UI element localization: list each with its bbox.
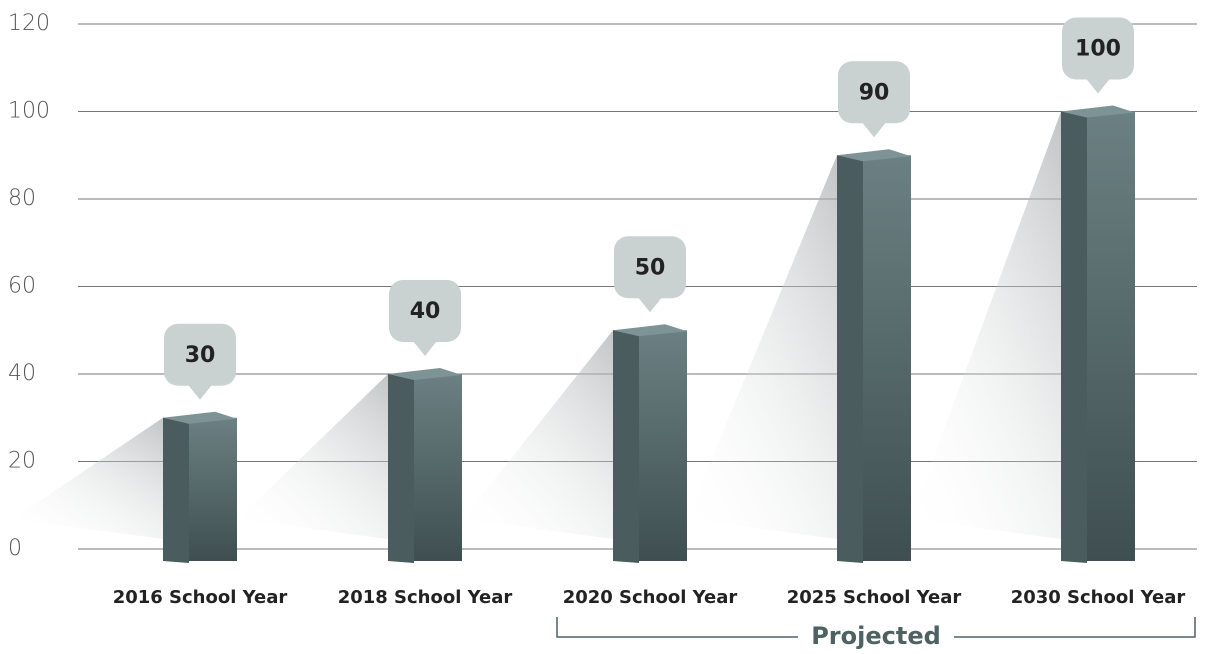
bar-side [388,374,414,563]
data-label: 100 [1075,37,1121,62]
callout [614,236,686,299]
y-tick-label: 80 [8,186,36,211]
bar-top [837,149,911,162]
callout [164,323,236,386]
x-tick-label: 2025 School Year [787,587,962,608]
bar-shadow [911,111,1098,539]
y-tick-label: 20 [8,449,36,474]
y-tick-label: 100 [8,99,50,124]
callout [1062,17,1134,80]
bracket [556,617,1196,638]
bar-top [613,324,687,337]
data-label: 50 [635,255,666,280]
callout-pointer [862,122,886,138]
bar-top [163,411,237,424]
bar-shadow [463,330,650,539]
x-tick-label: 2030 School Year [1011,587,1186,608]
bar-side [837,155,863,563]
callout-pointer [638,297,662,313]
y-tick-label: 40 [8,361,36,386]
callout [389,280,461,342]
bar-top [388,368,462,380]
bar-shadow [238,374,425,539]
y-tick-label: 120 [8,11,50,36]
x-tick-label: 2020 School Year [563,587,738,608]
bar-shadow [13,417,200,539]
bar-side [1061,111,1087,563]
bar-top [1061,105,1135,118]
data-label: 90 [859,80,890,105]
y-tick-label: 60 [8,274,36,299]
bar-shadow [687,155,874,539]
bar-side [613,330,639,563]
callout-pointer [188,384,212,400]
y-tick-label: 0 [8,536,22,561]
data-label: 30 [185,343,216,368]
callout-pointer [1086,78,1110,94]
callout [838,61,910,124]
callout-pointer [413,341,437,356]
x-tick-label: 2018 School Year [338,587,513,608]
bar-side [163,417,189,563]
data-label: 40 [410,299,441,324]
annotation: Projected [811,622,941,650]
x-tick-label: 2016 School Year [113,587,288,608]
